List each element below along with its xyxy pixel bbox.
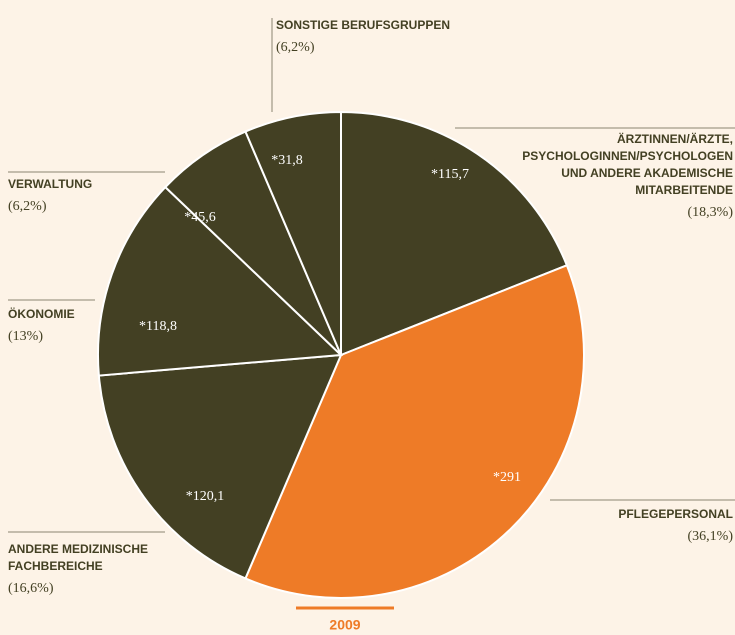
amount-label: *118,8 bbox=[139, 319, 177, 334]
category-label: UND ANDERE AKADEMISCHE bbox=[561, 166, 733, 180]
pie-slice bbox=[244, 264, 585, 599]
category-label: ÖKONOMIE bbox=[8, 306, 75, 321]
category-label: PFLEGEPERSONAL bbox=[618, 507, 733, 521]
percent-label: (6,2%) bbox=[8, 199, 47, 214]
amount-label: *31,8 bbox=[271, 153, 303, 168]
category-label: PSYCHOLOGINNEN/PSYCHOLOGEN bbox=[522, 149, 733, 163]
percent-label: (36,1%) bbox=[688, 529, 734, 544]
subtitle: 2009 bbox=[329, 617, 360, 633]
pie-slice bbox=[97, 185, 344, 377]
percent-label: (18,3%) bbox=[688, 205, 734, 220]
category-label: SONSTIGE BERUFSGRUPPEN bbox=[276, 18, 450, 32]
percent-label: (6,2%) bbox=[276, 40, 315, 55]
category-label: ÄRZTINNEN/ÄRZTE, bbox=[617, 131, 733, 146]
pie-slice bbox=[340, 110, 569, 357]
category-label: VERWALTUNG bbox=[8, 177, 92, 191]
pie-slice bbox=[244, 110, 342, 356]
pie-slice bbox=[97, 353, 343, 580]
percent-label: (13%) bbox=[8, 329, 43, 344]
category-label: MITARBEITENDE bbox=[635, 183, 733, 197]
percent-label: (16,6%) bbox=[8, 581, 54, 596]
amount-label: *120,1 bbox=[186, 489, 225, 504]
amount-label: *115,7 bbox=[431, 167, 469, 182]
amount-label: *45,6 bbox=[184, 210, 216, 225]
category-label: FACHBEREICHE bbox=[8, 559, 103, 573]
amount-label: *291 bbox=[493, 470, 521, 485]
category-label: ANDERE MEDIZINISCHE bbox=[8, 542, 148, 556]
